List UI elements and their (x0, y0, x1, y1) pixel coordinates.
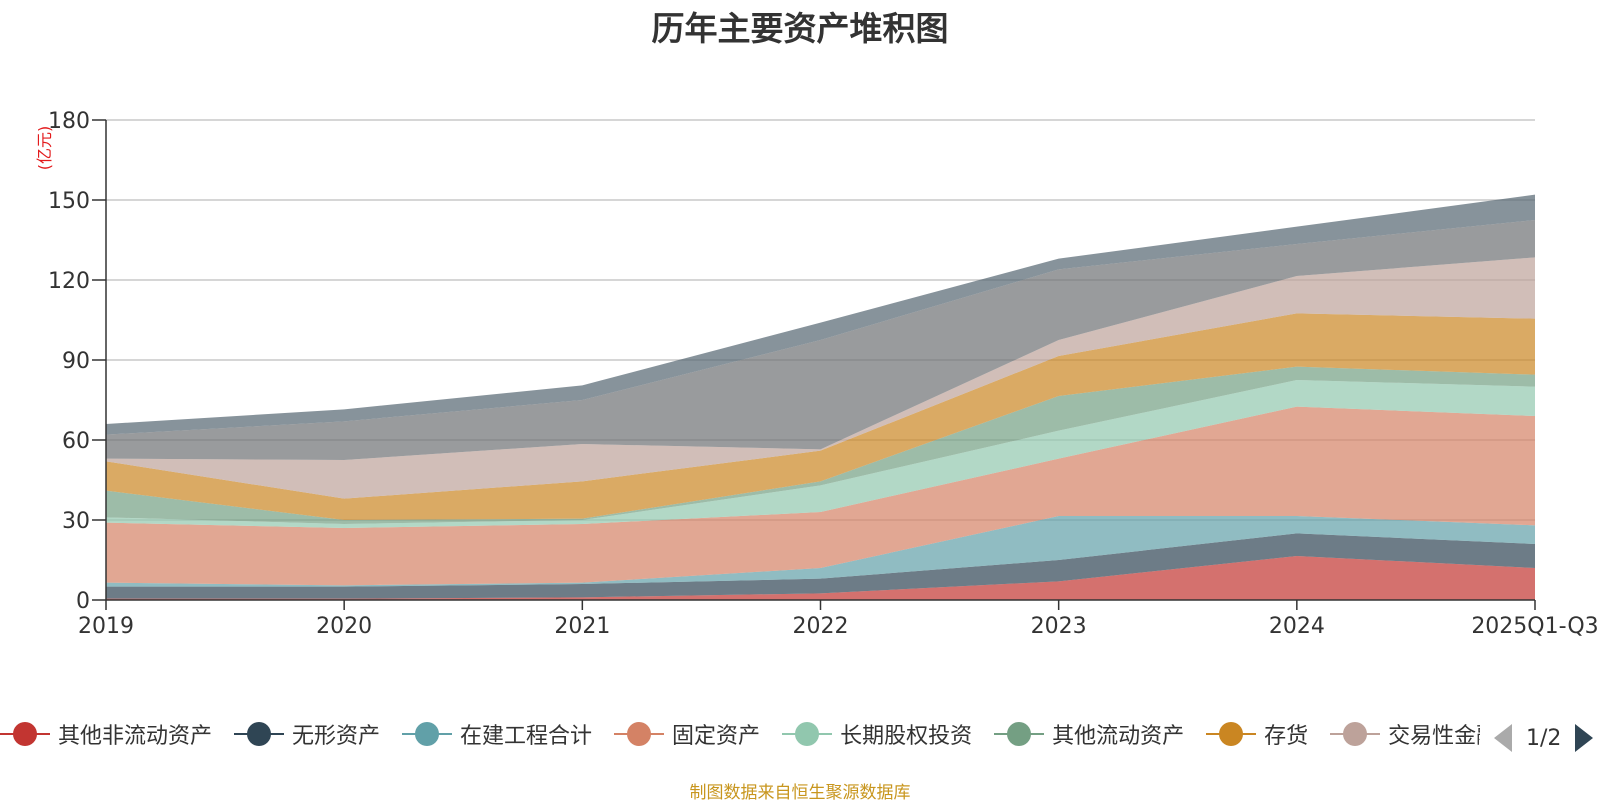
x-tick-label: 2025Q1-Q3 (1471, 614, 1598, 639)
legend-label: 其他流动资产 (1052, 724, 1185, 749)
y-tick-label: 120 (48, 269, 90, 294)
data-source-note: 制图数据来自恒生聚源数据库 (689, 783, 911, 803)
y-tick-label: 90 (62, 349, 90, 374)
stacked-area-chart: 0 30 60 90 120 150 180 2019 2020 2021 2022 2023 2024… (35, 109, 1599, 639)
area-series-4[interactable] (106, 406, 1535, 586)
legend-item-1[interactable]: 其他非流动资产 (0, 718, 212, 750)
legend-label: 长期股权投资 (840, 724, 973, 749)
legend-label: 在建工程合计 (460, 724, 593, 749)
legend-item-8[interactable]: 交易性金融资产 (1330, 718, 1480, 750)
y-axis-unit-label: (亿元) (35, 126, 54, 171)
legend-pager: 1/2 (1494, 718, 1594, 758)
legend-marker-icon (782, 722, 833, 746)
x-tick-label: 2019 (78, 614, 134, 639)
legend-item-6[interactable]: 其他流动资产 (994, 718, 1184, 750)
legend-items: 其他非流动资产 无形资产 在建工程合计 固定资产 长期股权投资 其他流动资产 存货 交易性金融… (0, 718, 1480, 750)
legend-marker-icon (234, 722, 285, 746)
area-series-2[interactable] (106, 533, 1535, 599)
legend-next-page-icon[interactable] (1575, 724, 1594, 752)
legend-label: 存货 (1264, 724, 1309, 749)
legend-label: 其他非流动资产 (58, 724, 213, 749)
legend-item-2[interactable]: 无形资产 (234, 718, 380, 750)
legend-item-7[interactable]: 存货 (1206, 718, 1308, 750)
area-series-8[interactable] (106, 257, 1535, 499)
area-series-5[interactable] (106, 380, 1535, 528)
legend-item-4[interactable]: 固定资产 (614, 718, 760, 750)
x-tick-label: 2024 (1269, 614, 1325, 639)
chart-title: 历年主要资产堆积图 (651, 9, 949, 48)
legend-marker-icon (1330, 722, 1381, 746)
x-tick-label: 2023 (1031, 614, 1087, 639)
legend-label: 固定资产 (672, 724, 761, 749)
x-tick-label: 2020 (316, 614, 372, 639)
legend-marker-icon (994, 722, 1045, 746)
x-tick-label: 2021 (554, 614, 610, 639)
legend-label: 交易性金融资产 (1388, 724, 1480, 749)
area-series-3[interactable] (106, 516, 1535, 587)
legend-label: 无形资产 (292, 724, 381, 749)
legend-item-3[interactable]: 在建工程合计 (402, 718, 592, 750)
legend-marker-icon (402, 722, 453, 746)
legend-marker-icon (1206, 722, 1257, 746)
legend-prev-page-icon[interactable] (1494, 724, 1512, 752)
axis-layer: 0 30 60 90 120 150 180 2019 2020 2021 2022 2023 2024… (48, 109, 1599, 639)
y-tick-label: 60 (62, 429, 90, 454)
y-tick-label: 30 (62, 509, 90, 534)
area-series-1[interactable] (106, 556, 1535, 600)
y-tick-label: 0 (76, 589, 90, 614)
legend-item-5[interactable]: 长期股权投资 (782, 718, 972, 750)
area-series-10[interactable] (106, 194, 1535, 435)
legend-page-indicator: 1/2 (1526, 725, 1562, 751)
legend-marker-icon (614, 722, 665, 746)
y-tick-label: 150 (48, 189, 90, 214)
x-tick-label: 2022 (793, 614, 849, 639)
area-layer (106, 194, 1535, 600)
legend-marker-icon (0, 722, 50, 746)
legend-viewport: 其他非流动资产 无形资产 在建工程合计 固定资产 长期股权投资 其他流动资产 存货 交易性金融… (0, 718, 1480, 758)
y-tick-label: 180 (48, 109, 90, 134)
legend: 其他非流动资产 无形资产 在建工程合计 固定资产 长期股权投资 其他流动资产 存货 交易性金融… (0, 718, 1600, 758)
area-series-7[interactable] (106, 313, 1535, 520)
